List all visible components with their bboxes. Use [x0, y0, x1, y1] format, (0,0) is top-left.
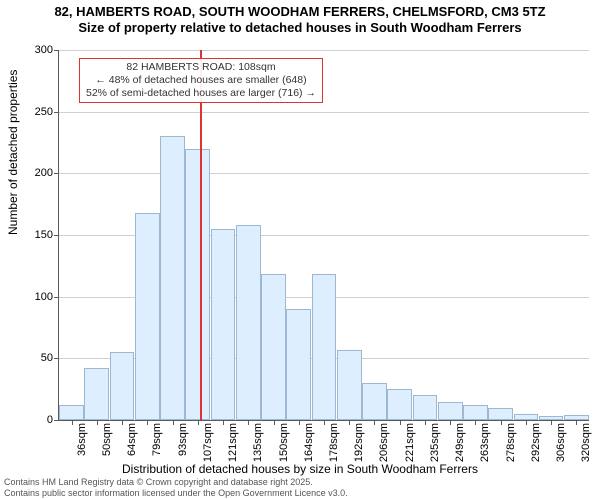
- histogram-bar: [59, 405, 84, 420]
- xtick-mark: [122, 420, 123, 425]
- reference-line: [200, 50, 202, 420]
- ytick-mark: [54, 235, 59, 236]
- ytick-label: 50: [13, 352, 53, 364]
- histogram-bar: [488, 408, 513, 420]
- xtick-mark: [299, 420, 300, 425]
- xtick-mark: [425, 420, 426, 425]
- xtick-mark: [147, 420, 148, 425]
- histogram-bar: [261, 274, 286, 420]
- xtick-mark: [72, 420, 73, 425]
- footer-attribution: Contains HM Land Registry data © Crown c…: [4, 477, 348, 498]
- histogram-bar: [211, 229, 236, 420]
- ytick-label: 300: [13, 44, 53, 56]
- footer-line1: Contains HM Land Registry data © Crown c…: [4, 477, 348, 487]
- xtick-mark: [248, 420, 249, 425]
- xtick-mark: [324, 420, 325, 425]
- ytick-mark: [54, 50, 59, 51]
- plot-region: 05010015020025030036sqm50sqm64sqm79sqm93…: [58, 50, 589, 421]
- xtick-mark: [551, 420, 552, 425]
- histogram-bar: [286, 309, 311, 420]
- xtick-mark: [97, 420, 98, 425]
- ytick-label: 100: [13, 291, 53, 303]
- xtick-mark: [475, 420, 476, 425]
- chart-title-line2: Size of property relative to detached ho…: [0, 20, 600, 35]
- histogram-bar: [362, 383, 387, 420]
- histogram-bar: [312, 274, 337, 420]
- histogram-bar: [463, 405, 488, 420]
- histogram-bar: [337, 350, 362, 420]
- xtick-mark: [374, 420, 375, 425]
- footer-line2: Contains public sector information licen…: [4, 488, 348, 498]
- ytick-mark: [54, 420, 59, 421]
- chart-area: 05010015020025030036sqm50sqm64sqm79sqm93…: [58, 50, 588, 420]
- xtick-mark: [198, 420, 199, 425]
- y-axis-label: Number of detached properties: [6, 70, 20, 235]
- xtick-mark: [349, 420, 350, 425]
- xtick-mark: [450, 420, 451, 425]
- ytick-mark: [54, 297, 59, 298]
- ytick-label: 0: [13, 414, 53, 426]
- ytick-mark: [54, 358, 59, 359]
- xtick-mark: [274, 420, 275, 425]
- histogram-bar: [135, 213, 160, 420]
- xtick-mark: [526, 420, 527, 425]
- xtick-mark: [173, 420, 174, 425]
- histogram-bar: [387, 389, 412, 420]
- ytick-mark: [54, 173, 59, 174]
- histogram-bar: [160, 136, 185, 420]
- annotation-box: 82 HAMBERTS ROAD: 108sqm← 48% of detache…: [79, 58, 323, 103]
- histogram-bar: [438, 402, 463, 421]
- xtick-mark: [400, 420, 401, 425]
- annotation-line: ← 48% of detached houses are smaller (64…: [86, 74, 316, 87]
- annotation-line: 82 HAMBERTS ROAD: 108sqm: [86, 61, 316, 74]
- chart-title-line1: 82, HAMBERTS ROAD, SOUTH WOODHAM FERRERS…: [0, 0, 600, 20]
- gridline: [59, 50, 589, 51]
- gridline: [59, 173, 589, 174]
- xtick-mark: [576, 420, 577, 425]
- histogram-bar: [236, 225, 261, 420]
- x-axis-label: Distribution of detached houses by size …: [0, 462, 600, 476]
- histogram-bar: [84, 368, 109, 420]
- xtick-mark: [223, 420, 224, 425]
- gridline: [59, 112, 589, 113]
- ytick-mark: [54, 112, 59, 113]
- annotation-line: 52% of semi-detached houses are larger (…: [86, 87, 316, 100]
- histogram-bar: [110, 352, 135, 420]
- xtick-mark: [501, 420, 502, 425]
- histogram-bar: [413, 395, 438, 420]
- histogram-bar: [185, 149, 210, 420]
